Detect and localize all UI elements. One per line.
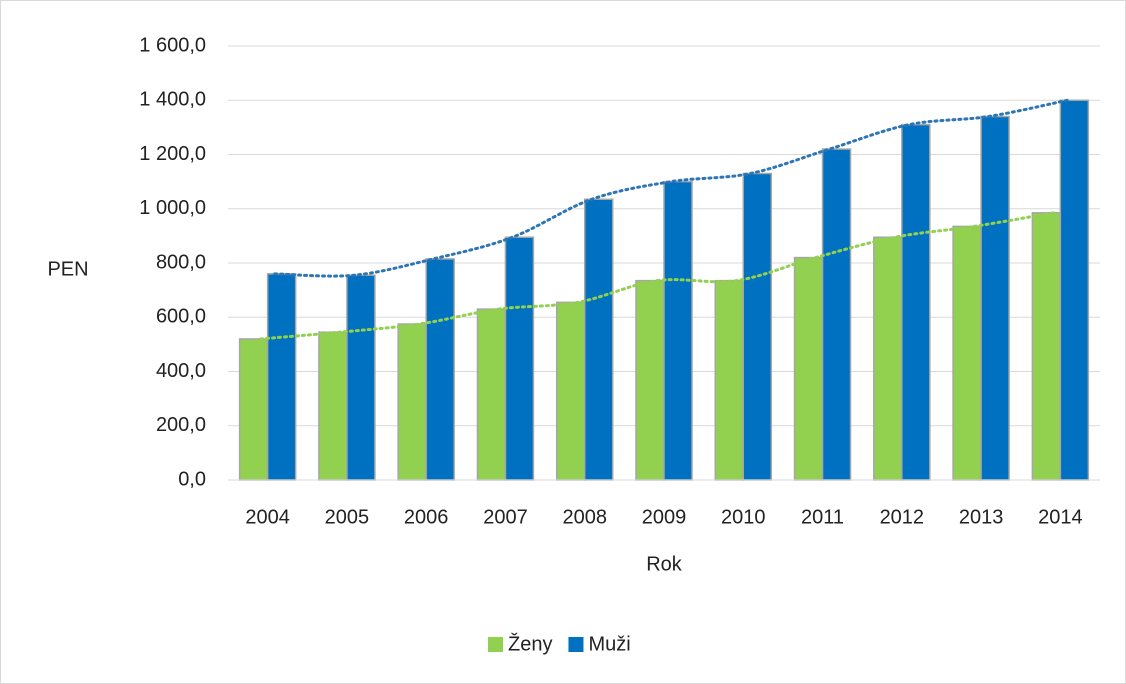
trend-line: [259, 211, 1055, 341]
bar: [266, 273, 297, 481]
x-tick-label: 2005: [325, 506, 370, 528]
bar: [793, 256, 824, 481]
bar: [583, 198, 614, 481]
bar: [1031, 212, 1062, 481]
bar: [346, 274, 376, 481]
y-tick-label: 1 000,0: [139, 197, 206, 219]
x-tick-label: 2012: [880, 506, 925, 528]
bar: [397, 323, 427, 481]
bar: [663, 180, 693, 481]
y-tick-label: 600,0: [156, 306, 206, 328]
x-tick-label: 2013: [959, 506, 1004, 528]
y-tick-label: 800,0: [156, 251, 206, 273]
bar: [873, 236, 903, 481]
bar: [952, 225, 982, 481]
y-tick-label: 1 400,0: [139, 89, 206, 111]
bar: [980, 115, 1010, 481]
y-tick-label: 200,0: [156, 414, 206, 436]
bar: [821, 148, 852, 481]
x-tick-label: 2014: [1038, 506, 1083, 528]
bar: [504, 236, 535, 481]
bar: [318, 331, 348, 481]
bar: [238, 338, 269, 481]
bar: [555, 301, 586, 481]
x-tick-label: 2006: [404, 506, 449, 528]
trend-line: [273, 98, 1069, 278]
x-axis-label: Rok: [646, 553, 683, 575]
bar: [1059, 99, 1090, 481]
bar: [635, 279, 665, 481]
legend-label: Muži: [588, 633, 630, 655]
legend-label: Ženy: [508, 632, 552, 655]
x-tick-label: 2004: [245, 506, 290, 528]
x-tick-label: 2011: [801, 506, 844, 528]
x-tick-label: 2008: [562, 506, 607, 528]
bar: [425, 258, 455, 481]
x-tick-label: 2007: [483, 506, 528, 528]
x-tick-label: 2010: [721, 506, 766, 528]
bar: [742, 172, 773, 481]
legend-swatch: [568, 637, 584, 652]
bar: [476, 308, 507, 481]
bar: [901, 123, 931, 481]
y-tick-label: 0,0: [178, 468, 206, 490]
y-tick-label: 400,0: [156, 360, 206, 382]
x-tick-label: 2009: [642, 506, 687, 528]
bar: [714, 279, 745, 481]
legend-swatch: [488, 637, 503, 652]
y-tick-label: 1 200,0: [139, 143, 206, 165]
y-axis-label: PEN: [47, 258, 88, 280]
y-tick-label: 1 600,0: [139, 34, 206, 56]
